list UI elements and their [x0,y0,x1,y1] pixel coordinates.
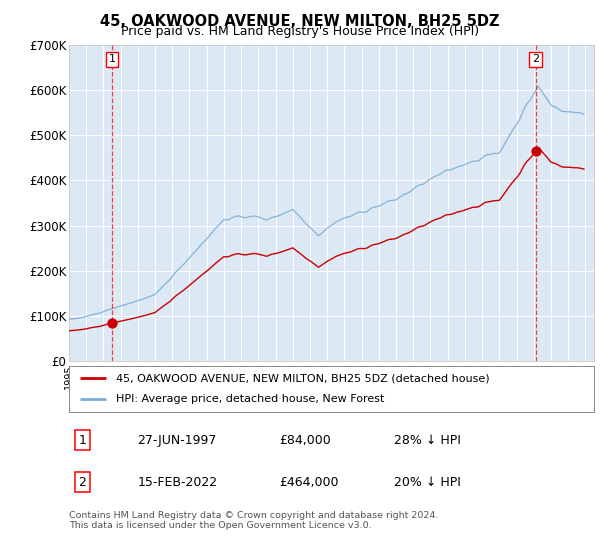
Text: 1: 1 [78,434,86,447]
Text: 2: 2 [78,475,86,488]
Text: 2: 2 [532,54,539,64]
Text: £84,000: £84,000 [279,434,331,447]
Text: 27-JUN-1997: 27-JUN-1997 [137,434,217,447]
Text: 45, OAKWOOD AVENUE, NEW MILTON, BH25 5DZ (detached house): 45, OAKWOOD AVENUE, NEW MILTON, BH25 5DZ… [116,373,490,383]
Text: £464,000: £464,000 [279,475,338,488]
Text: 20% ↓ HPI: 20% ↓ HPI [395,475,461,488]
Point [531,147,541,156]
Point [107,319,116,328]
Text: 15-FEB-2022: 15-FEB-2022 [137,475,217,488]
Text: HPI: Average price, detached house, New Forest: HPI: Average price, detached house, New … [116,394,385,404]
Text: Contains HM Land Registry data © Crown copyright and database right 2024.
This d: Contains HM Land Registry data © Crown c… [69,511,439,530]
Text: Price paid vs. HM Land Registry's House Price Index (HPI): Price paid vs. HM Land Registry's House … [121,25,479,38]
Text: 1: 1 [109,54,115,64]
Text: 28% ↓ HPI: 28% ↓ HPI [395,434,461,447]
Text: 45, OAKWOOD AVENUE, NEW MILTON, BH25 5DZ: 45, OAKWOOD AVENUE, NEW MILTON, BH25 5DZ [100,14,500,29]
